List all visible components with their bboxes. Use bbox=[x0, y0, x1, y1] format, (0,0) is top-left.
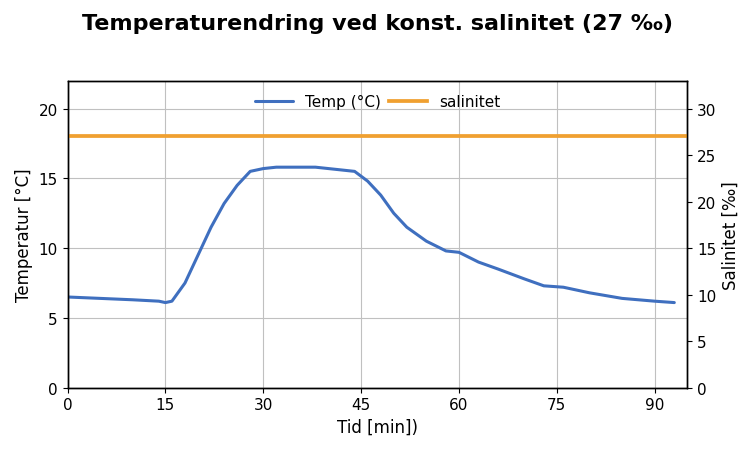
Temp (°C) bbox=[585, 290, 594, 296]
Temp (°C) bbox=[422, 239, 431, 244]
Temp (°C) bbox=[193, 253, 202, 258]
Temp (°C) bbox=[350, 169, 359, 175]
Temp (°C) bbox=[390, 211, 399, 216]
Temp (°C) bbox=[63, 295, 72, 300]
Temp (°C) bbox=[670, 300, 679, 306]
Temp (°C) bbox=[519, 276, 528, 282]
Text: Temperaturendring ved konst. salinitet (27 ‰): Temperaturendring ved konst. salinitet (… bbox=[82, 14, 673, 33]
Temp (°C) bbox=[207, 225, 216, 230]
Temp (°C) bbox=[233, 183, 242, 189]
Temp (°C) bbox=[363, 179, 372, 184]
Temp (°C) bbox=[618, 296, 627, 301]
Temp (°C) bbox=[291, 165, 300, 170]
Temp (°C) bbox=[311, 165, 320, 170]
Temp (°C) bbox=[539, 284, 548, 289]
Temp (°C) bbox=[180, 281, 190, 286]
Temp (°C) bbox=[259, 166, 268, 172]
Temp (°C) bbox=[220, 201, 229, 207]
Y-axis label: Salinitet [‰]: Salinitet [‰] bbox=[722, 180, 740, 289]
Temp (°C) bbox=[559, 285, 568, 290]
Temp (°C) bbox=[96, 296, 105, 301]
Temp (°C) bbox=[245, 169, 254, 175]
Temp (°C) bbox=[324, 166, 333, 172]
X-axis label: Tid [min]): Tid [min]) bbox=[337, 418, 418, 436]
Temp (°C) bbox=[161, 300, 170, 306]
Temp (°C) bbox=[474, 260, 483, 265]
Temp (°C) bbox=[337, 168, 346, 173]
Line: Temp (°C): Temp (°C) bbox=[67, 168, 674, 303]
Temp (°C) bbox=[442, 249, 451, 254]
Temp (°C) bbox=[455, 250, 464, 255]
Temp (°C) bbox=[402, 225, 411, 230]
Temp (°C) bbox=[168, 299, 177, 304]
Legend: Temp (°C), salinitet: Temp (°C), salinitet bbox=[248, 89, 507, 116]
Temp (°C) bbox=[494, 267, 503, 272]
Temp (°C) bbox=[272, 165, 281, 170]
Temp (°C) bbox=[650, 299, 659, 304]
Temp (°C) bbox=[128, 297, 137, 303]
Y-axis label: Temperatur [°C]: Temperatur [°C] bbox=[15, 168, 33, 301]
Temp (°C) bbox=[154, 299, 163, 304]
Temp (°C) bbox=[376, 193, 385, 198]
